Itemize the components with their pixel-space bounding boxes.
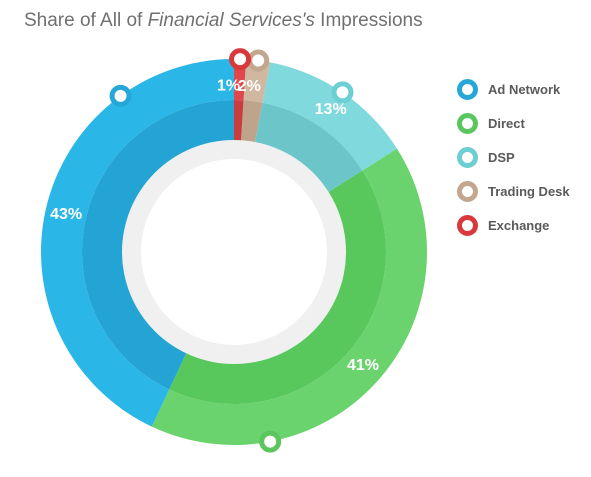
- legend-label: DSP: [488, 149, 515, 165]
- slice-trading-desk[interactable]: [243, 59, 271, 103]
- slice-markers: [109, 48, 354, 453]
- slice-label-ad-network: 43%: [50, 206, 82, 223]
- chart-title-emphasis: Financial Services's: [147, 10, 315, 31]
- legend-marker: [457, 180, 478, 202]
- slice-label-dsp: 13%: [315, 101, 347, 118]
- legend-label: Trading Desk: [488, 183, 570, 199]
- legend-item-direct[interactable]: Direct: [457, 106, 570, 140]
- outer-ring: [40, 58, 428, 445]
- slice-marker-trading-desk[interactable]: [247, 49, 270, 72]
- legend-item-trading-desk[interactable]: Trading Desk: [457, 174, 570, 208]
- chart-legend: Ad Network Direct DSP Trading Desk Excha…: [457, 72, 570, 242]
- legend-label: Direct: [488, 115, 525, 131]
- slice-dsp[interactable]: [262, 62, 397, 171]
- slice-label-exchange: 1%: [217, 78, 240, 95]
- slice-label-direct: 41%: [347, 357, 379, 374]
- legend-marker: [457, 214, 478, 236]
- chart-title-suffix: Impressions: [314, 10, 423, 31]
- legend-marker: [457, 146, 478, 168]
- legend-item-ad-network[interactable]: Ad Network: [457, 72, 570, 106]
- legend-marker: [457, 112, 478, 134]
- slice-inner-exchange[interactable]: [234, 100, 244, 143]
- legend-item-exchange[interactable]: Exchange: [457, 208, 570, 242]
- slice-marker-exchange[interactable]: [229, 48, 252, 71]
- slice-marker-ad-network[interactable]: [109, 84, 132, 107]
- slice-inner-direct[interactable]: [169, 170, 386, 404]
- slice-inner-dsp[interactable]: [254, 102, 363, 194]
- chart-title: Share of All of Financial Services's Imp…: [24, 10, 423, 32]
- legend-label: Ad Network: [488, 81, 561, 97]
- donut-hole: [141, 159, 327, 345]
- slice-direct[interactable]: [151, 148, 428, 445]
- inner-ring: [81, 100, 386, 404]
- chart-title-prefix: Share of All of: [24, 10, 148, 31]
- slice-inner-trading-desk[interactable]: [240, 100, 263, 144]
- slice-marker-dsp[interactable]: [331, 81, 354, 104]
- slice-labels: 43% 41% 13% 2%1%: [50, 78, 379, 375]
- slice-ad-network[interactable]: [40, 58, 234, 427]
- legend-marker: [457, 78, 478, 100]
- slice-inner-ad-network[interactable]: [81, 100, 234, 390]
- legend-item-dsp[interactable]: DSP: [457, 140, 570, 174]
- slice-label-trading-desk: 2%: [238, 78, 261, 95]
- legend-label: Exchange: [488, 217, 550, 233]
- slice-marker-direct[interactable]: [259, 430, 282, 453]
